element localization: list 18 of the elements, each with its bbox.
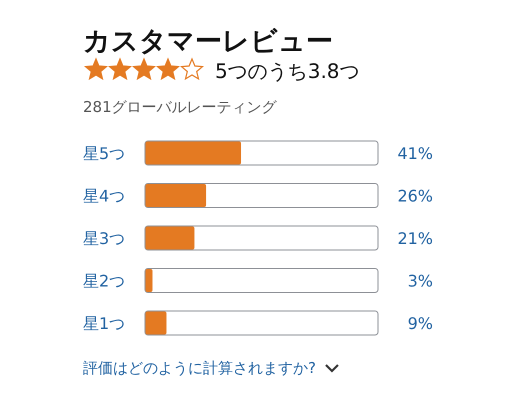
data-label: 9% xyxy=(408,314,433,333)
bar xyxy=(146,312,166,334)
y-tick-label: 星5つ xyxy=(83,144,126,163)
data-label: 21% xyxy=(397,229,433,248)
y-tick-label: 星4つ xyxy=(83,186,126,206)
y-tick-label: 星2つ xyxy=(83,272,126,290)
data-label: 26% xyxy=(397,186,433,206)
text: 281グローバルレーティング xyxy=(83,98,278,116)
chart-title: カスタマーレビュー xyxy=(83,26,333,57)
y-tick-label: 星1つ xyxy=(83,314,126,333)
data-label: 41% xyxy=(397,144,433,163)
data-label: 3% xyxy=(408,272,433,290)
bar xyxy=(146,269,152,292)
bar xyxy=(146,226,194,250)
y-tick-label: 星3つ xyxy=(83,229,126,248)
bar xyxy=(146,184,206,207)
text: 評価はどのように計算されますか? xyxy=(83,359,316,377)
chart-subtitle: 5つのうち3.8つ xyxy=(215,59,360,83)
